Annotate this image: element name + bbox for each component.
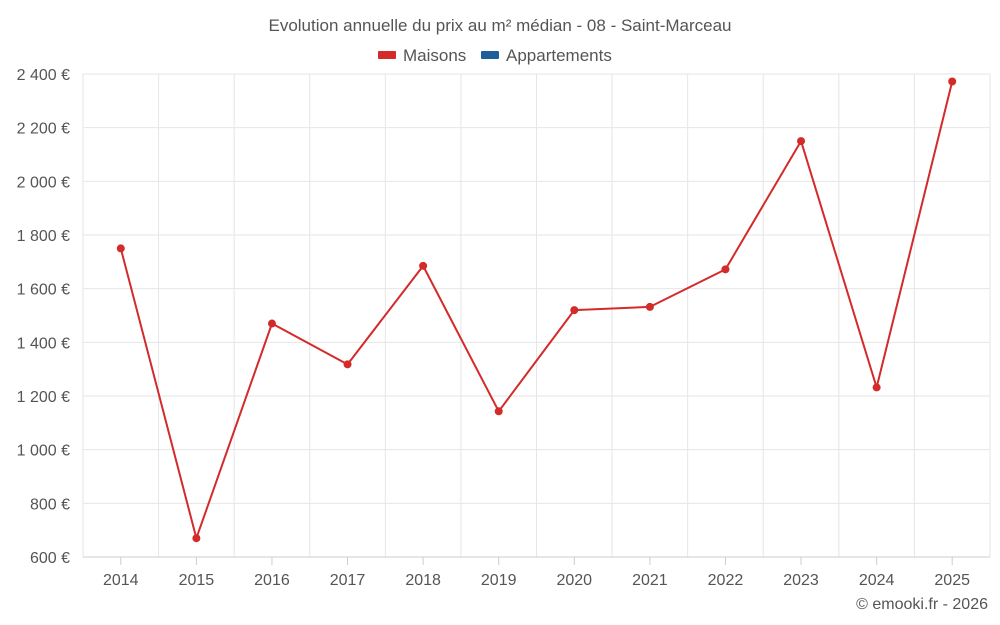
data-point[interactable] (721, 265, 730, 274)
x-tick-label: 2024 (859, 572, 895, 589)
data-point[interactable] (116, 244, 125, 253)
y-tick-label: 800 € (30, 496, 70, 513)
series-line-maisons (119, 81, 954, 540)
x-tick-label: 2017 (330, 572, 366, 589)
series-maisons (116, 77, 957, 543)
legend-label-maisons: Maisons (403, 46, 466, 65)
x-tick-label: 2016 (254, 572, 290, 589)
y-tick-label: 2 000 € (17, 174, 70, 191)
data-point[interactable] (645, 302, 654, 311)
legend-swatch-maisons (378, 51, 396, 59)
credit: © emooki.fr - 2026 (856, 596, 988, 613)
y-tick-label: 1 600 € (17, 282, 70, 299)
y-tick-label: 1 200 € (17, 389, 70, 406)
y-tick-label: 2 200 € (17, 121, 70, 138)
x-tick-label: 2020 (556, 572, 592, 589)
legend-swatch-appartements (481, 51, 499, 59)
legend: Maisons Appartements (378, 46, 612, 65)
y-tick-label: 600 € (30, 550, 70, 567)
x-tick-label: 2023 (783, 572, 819, 589)
data-point[interactable] (192, 534, 201, 543)
x-axis: 2014 2015 2016 2017 2018 2019 2020 2021 2022 2023… (83, 556, 990, 589)
data-point[interactable] (948, 77, 957, 86)
data-point[interactable] (419, 261, 428, 270)
legend-item-appartements[interactable]: Appartements (481, 46, 612, 65)
data-point[interactable] (872, 383, 881, 392)
y-tick-label: 1 400 € (17, 335, 70, 352)
data-point[interactable] (494, 407, 503, 416)
y-axis: 2 400 € 2 200 € 2 000 € 1 800 € 1 600 € 1 400… (17, 67, 70, 567)
legend-item-maisons[interactable]: Maisons (378, 46, 466, 65)
y-tick-label: 2 400 € (17, 67, 70, 84)
grid (82, 73, 991, 558)
x-tick-label: 2015 (179, 572, 215, 589)
y-tick-label: 1 000 € (17, 443, 70, 460)
x-tick-label: 2025 (934, 572, 970, 589)
data-point[interactable] (267, 319, 276, 328)
x-tick-label: 2022 (708, 572, 744, 589)
x-tick-label: 2021 (632, 572, 668, 589)
data-point[interactable] (343, 360, 352, 369)
x-tick-label: 2018 (405, 572, 441, 589)
data-point[interactable] (570, 306, 579, 315)
x-tick-label: 2014 (103, 572, 139, 589)
legend-label-appartements: Appartements (506, 46, 612, 65)
chart-title: Evolution annuelle du prix au m² médian … (268, 16, 731, 35)
data-point[interactable] (797, 137, 806, 146)
y-tick-label: 1 800 € (17, 228, 70, 245)
x-tick-label: 2019 (481, 572, 517, 589)
